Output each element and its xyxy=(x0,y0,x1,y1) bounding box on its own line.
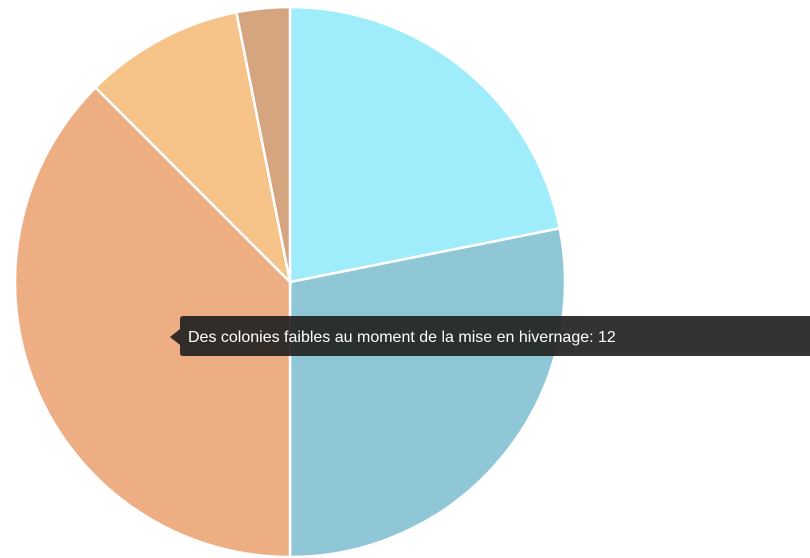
pie-slice xyxy=(93,10,293,286)
tooltip-text: Des colonies faibles au moment de la mis… xyxy=(188,329,616,346)
pie-slice xyxy=(234,5,292,283)
tooltip-value: 12 xyxy=(598,329,616,346)
pie-slice xyxy=(288,5,562,284)
pie xyxy=(13,5,567,558)
tooltip-box xyxy=(170,316,810,356)
tooltip-category: Des colonies faibles au moment de la mis… xyxy=(188,329,589,346)
tooltip: Des colonies faibles au moment de la mis… xyxy=(170,316,810,356)
pie-slice xyxy=(13,85,292,558)
pie-slice xyxy=(288,226,567,558)
